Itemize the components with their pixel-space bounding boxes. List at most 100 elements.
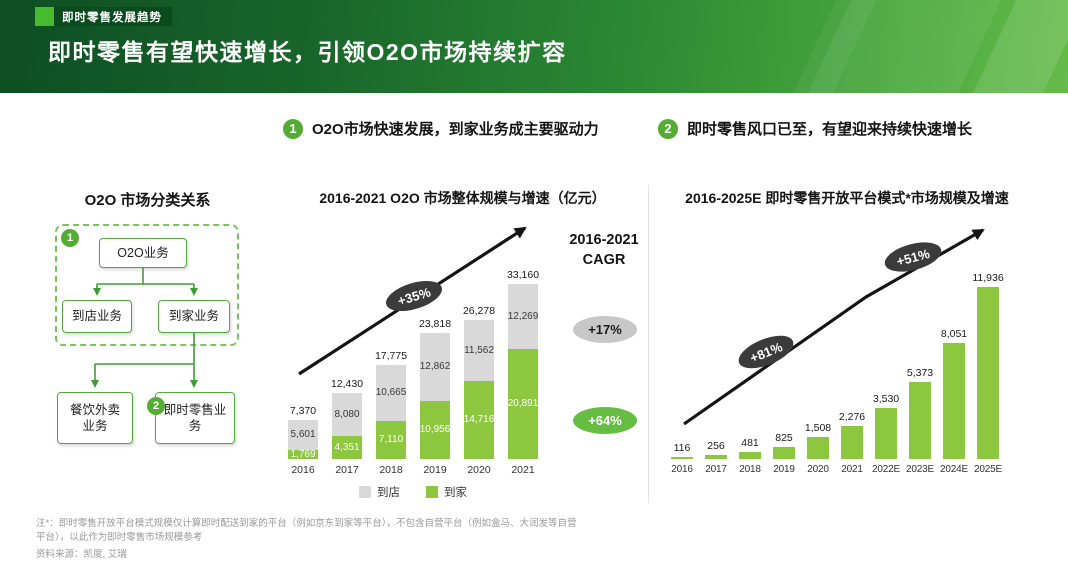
cagr-badge-home: +64%	[573, 407, 637, 434]
x-axis-label: 2018	[379, 464, 403, 476]
ir-bar-rect	[875, 408, 897, 459]
x-axis-label: 2020	[467, 464, 491, 476]
page-title: 即时零售有望快速增长，引领O2O市场持续扩容	[48, 39, 567, 65]
x-axis-label: 2021	[841, 464, 863, 475]
x-axis-label: 2016	[291, 464, 315, 476]
total-value-label: 7,370	[289, 405, 317, 417]
ir-bar-rect	[841, 426, 863, 459]
bar-value-label: 8,051	[940, 328, 968, 340]
bar-value-label: 1,508	[804, 422, 832, 434]
node-store-business: 到店业务	[62, 300, 132, 333]
home-segment: 1,769	[288, 449, 318, 459]
store-segment: 11,562	[464, 320, 494, 381]
store-segment: 12,269	[508, 284, 538, 349]
x-axis-label: 2018	[739, 464, 761, 475]
ir-bar-rect	[977, 287, 999, 459]
node-food-delivery: 餐饮外卖业务	[57, 392, 133, 444]
legend-home-swatch	[426, 486, 438, 498]
ir-bar-2016: 116 2016	[666, 442, 698, 478]
ir-bar-rect	[671, 457, 693, 459]
x-axis-label: 2022E	[872, 464, 900, 475]
ir-bar-rect	[739, 452, 761, 459]
home-segment: 14,716	[464, 381, 494, 459]
node-instant-retail: 即时零售业务	[155, 392, 235, 444]
total-value-label: 33,160	[506, 269, 540, 281]
x-axis-label: 2019	[423, 464, 447, 476]
ir-bar-2019: 825 2019	[768, 432, 800, 478]
home-segment: 20,891	[508, 349, 538, 459]
o2o-bar-2020: 26,278 11,562 14,716 2020	[462, 305, 496, 478]
diagram-marker-2-icon: 2	[147, 397, 165, 415]
bar-value-label: 5,373	[906, 367, 934, 379]
bar-value-label: 11,936	[972, 272, 1004, 284]
x-axis-label: 2023E	[906, 464, 934, 475]
ir-bar-2017: 256 2017	[700, 440, 732, 478]
home-segment: 4,351	[332, 436, 362, 459]
legend-home-label: 到家	[444, 487, 467, 499]
section-label-2: 即时零售风口已至，有望迎来持续快速增长	[687, 121, 973, 138]
bar-value-label: 3,530	[872, 393, 900, 405]
x-axis-label: 2020	[807, 464, 829, 475]
ir-bar-rect	[943, 343, 965, 459]
total-value-label: 23,818	[418, 318, 452, 330]
panel-divider	[648, 185, 649, 503]
x-axis-label: 2017	[705, 464, 727, 475]
instant-retail-chart-title: 2016-2025E 即时零售开放平台模式*市场规模及增速	[685, 190, 1009, 206]
ir-bar-rect	[705, 455, 727, 459]
legend-store-label: 到店	[377, 487, 400, 499]
source-note: 资料来源：凯度, 艾瑞	[36, 549, 127, 560]
home-segment: 7,110	[376, 421, 406, 459]
header-tag-label: 即时零售发展趋势	[62, 11, 162, 24]
ir-bar-2024E: 8,051 2024E	[938, 328, 970, 478]
ir-bar-2025E: 11,936 2025E	[972, 272, 1004, 478]
store-segment: 10,665	[376, 365, 406, 421]
node-o2o-business: O2O业务	[99, 238, 187, 268]
legend-item-store: 到店	[359, 484, 400, 500]
section-heading-1: 1 O2O市场快速发展，到家业务成主要驱动力	[283, 118, 599, 139]
section-number-1-icon: 1	[283, 118, 303, 139]
ir-bar-2021: 2,276 2021	[836, 411, 868, 478]
ir-bar-rect	[807, 437, 829, 459]
total-value-label: 17,775	[374, 350, 408, 362]
x-axis-label: 2016	[671, 464, 693, 475]
legend-store-swatch	[359, 486, 371, 498]
diagram-dashed-container	[55, 224, 239, 346]
diagram-title: O2O 市场分类关系	[84, 192, 211, 209]
section-label-1: O2O市场快速发展，到家业务成主要驱动力	[312, 121, 599, 138]
ir-bar-2022E: 3,530 2022E	[870, 393, 902, 478]
ir-bar-2023E: 5,373 2023E	[904, 367, 936, 478]
o2o-bar-2018: 17,775 10,665 7,110 2018	[374, 350, 408, 478]
section-number-2-icon: 2	[658, 118, 678, 139]
total-value-label: 12,430	[330, 378, 364, 390]
o2o-chart-legend: 到店 到家	[286, 484, 540, 500]
store-segment: 12,862	[420, 333, 450, 401]
store-segment: 8,080	[332, 393, 362, 436]
bar-value-label: 256	[707, 440, 725, 452]
node-home-business: 到家业务	[158, 300, 230, 333]
x-axis-label: 2024E	[940, 464, 968, 475]
instant-retail-chart-bars: 116 2016 256 2017 481 2018 825 2019 1,508 2020 2,2…	[666, 230, 1004, 478]
diagram-marker-1-icon: 1	[61, 229, 79, 247]
header-banner: 即时零售发展趋势 即时零售有望快速增长，引领O2O市场持续扩容	[0, 0, 1068, 93]
x-axis-label: 2021	[511, 464, 535, 476]
ir-bar-rect	[773, 447, 795, 459]
o2o-chart-title: 2016-2021 O2O 市场整体规模与增速（亿元）	[319, 190, 606, 206]
legend-item-home: 到家	[426, 484, 467, 500]
bar-value-label: 825	[775, 432, 793, 444]
footnote: 注*：即时零售开放平台模式规模仅计算即时配送到家的平台（例如京东到家等平台），不…	[36, 518, 577, 544]
bar-value-label: 2,276	[838, 411, 866, 423]
ir-bar-2018: 481 2018	[734, 437, 766, 478]
bar-value-label: 116	[673, 442, 691, 454]
o2o-bar-2016: 7,370 5,601 1,769 2016	[286, 405, 320, 478]
home-segment: 10,956	[420, 401, 450, 459]
o2o-bar-2021: 33,160 12,269 20,891 2021	[506, 269, 540, 478]
ir-bar-2020: 1,508 2020	[802, 422, 834, 478]
bar-value-label: 481	[741, 437, 759, 449]
header-tag: 即时零售发展趋势	[35, 7, 172, 26]
x-axis-label: 2017	[335, 464, 359, 476]
x-axis-label: 2025E	[974, 464, 1002, 475]
cagr-title: 2016-2021 CAGR	[569, 232, 639, 268]
tag-square-icon	[35, 7, 54, 26]
total-value-label: 26,278	[462, 305, 496, 317]
